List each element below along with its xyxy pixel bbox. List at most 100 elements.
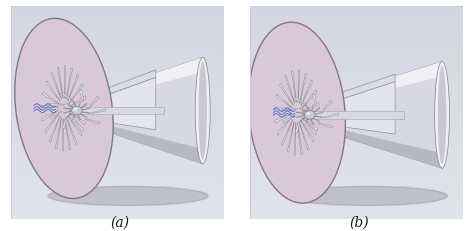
Bar bbox=[250, 185, 464, 188]
Bar bbox=[10, 132, 224, 134]
Polygon shape bbox=[65, 119, 71, 150]
Bar bbox=[250, 137, 464, 139]
Bar bbox=[250, 62, 464, 64]
Bar bbox=[10, 207, 224, 209]
Bar bbox=[250, 28, 464, 30]
Polygon shape bbox=[75, 122, 84, 131]
Bar bbox=[250, 194, 464, 196]
Bar bbox=[10, 111, 224, 113]
Bar bbox=[10, 181, 224, 183]
Bar bbox=[10, 28, 224, 30]
Bar bbox=[10, 90, 224, 92]
Bar bbox=[250, 113, 464, 115]
Ellipse shape bbox=[307, 112, 310, 116]
Bar bbox=[250, 88, 464, 90]
Bar bbox=[10, 18, 224, 20]
Polygon shape bbox=[85, 119, 100, 124]
Bar bbox=[10, 73, 224, 75]
Bar bbox=[250, 130, 464, 132]
Polygon shape bbox=[276, 95, 292, 108]
Bar bbox=[250, 164, 464, 166]
Bar bbox=[250, 30, 464, 32]
Bar bbox=[10, 200, 224, 202]
Polygon shape bbox=[57, 68, 63, 98]
Polygon shape bbox=[313, 112, 323, 115]
Bar bbox=[250, 107, 464, 109]
Bar bbox=[10, 215, 224, 217]
Bar bbox=[250, 217, 464, 219]
Bar bbox=[10, 160, 224, 162]
Polygon shape bbox=[79, 71, 156, 106]
Polygon shape bbox=[283, 116, 295, 124]
Polygon shape bbox=[299, 123, 309, 150]
Bar bbox=[10, 107, 224, 109]
Ellipse shape bbox=[435, 62, 449, 168]
Polygon shape bbox=[310, 123, 442, 168]
Polygon shape bbox=[45, 114, 59, 134]
Polygon shape bbox=[79, 58, 203, 164]
Ellipse shape bbox=[304, 111, 315, 120]
Polygon shape bbox=[313, 116, 323, 118]
Polygon shape bbox=[69, 85, 83, 104]
Bar bbox=[250, 60, 464, 62]
Bar bbox=[250, 139, 464, 141]
Bar bbox=[10, 45, 224, 47]
Bar bbox=[250, 69, 464, 71]
Bar bbox=[10, 58, 224, 60]
Ellipse shape bbox=[286, 106, 291, 125]
Bar bbox=[250, 96, 464, 98]
Polygon shape bbox=[311, 106, 314, 113]
Bar bbox=[250, 132, 464, 134]
Bar bbox=[250, 209, 464, 211]
Bar bbox=[250, 98, 464, 100]
Bar bbox=[250, 177, 464, 179]
Polygon shape bbox=[288, 104, 310, 127]
Bar bbox=[10, 175, 224, 177]
Bar bbox=[250, 175, 464, 177]
Polygon shape bbox=[62, 119, 64, 152]
Bar bbox=[10, 98, 224, 100]
Bar bbox=[250, 58, 464, 60]
Bar bbox=[10, 139, 224, 141]
Bar bbox=[10, 217, 224, 219]
Bar bbox=[10, 9, 224, 11]
Polygon shape bbox=[68, 75, 79, 102]
Ellipse shape bbox=[15, 19, 113, 199]
Bar bbox=[250, 120, 464, 122]
Bar bbox=[250, 85, 464, 88]
Polygon shape bbox=[51, 73, 62, 100]
Bar bbox=[250, 147, 464, 149]
Bar bbox=[10, 20, 224, 22]
Bar bbox=[250, 100, 464, 103]
Bar bbox=[250, 54, 464, 56]
Bar bbox=[250, 141, 464, 143]
Polygon shape bbox=[287, 122, 294, 153]
Polygon shape bbox=[302, 103, 319, 112]
Bar bbox=[250, 35, 464, 37]
Bar bbox=[10, 96, 224, 98]
Polygon shape bbox=[302, 91, 317, 109]
Bar bbox=[250, 160, 464, 162]
Bar bbox=[10, 67, 224, 69]
Bar bbox=[10, 124, 224, 126]
Bar bbox=[10, 192, 224, 194]
Bar bbox=[10, 47, 224, 49]
Bar bbox=[250, 152, 464, 154]
Bar bbox=[10, 145, 224, 147]
Ellipse shape bbox=[55, 101, 60, 121]
Polygon shape bbox=[318, 124, 333, 128]
Ellipse shape bbox=[72, 107, 82, 115]
Bar bbox=[10, 115, 224, 117]
Bar bbox=[10, 88, 224, 90]
Ellipse shape bbox=[199, 62, 207, 160]
Bar bbox=[250, 32, 464, 35]
Polygon shape bbox=[42, 110, 58, 122]
Bar bbox=[250, 122, 464, 124]
Polygon shape bbox=[60, 94, 73, 101]
Polygon shape bbox=[73, 102, 77, 108]
Polygon shape bbox=[55, 118, 62, 149]
Bar bbox=[10, 196, 224, 198]
Bar bbox=[250, 162, 464, 164]
Bar bbox=[250, 166, 464, 168]
Bar bbox=[10, 32, 224, 35]
